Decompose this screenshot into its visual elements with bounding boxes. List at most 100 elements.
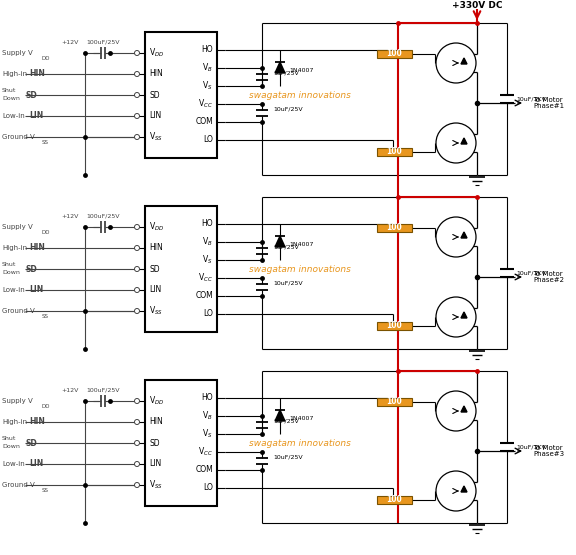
Text: LIN: LIN [149, 285, 161, 295]
Text: 10uF/25V: 10uF/25V [273, 455, 302, 460]
Text: Supply V: Supply V [2, 50, 33, 56]
Circle shape [436, 217, 476, 257]
Polygon shape [461, 58, 467, 64]
Text: 100: 100 [386, 397, 403, 406]
Polygon shape [461, 312, 467, 318]
Text: V$_{SS}$: V$_{SS}$ [149, 131, 163, 143]
Text: HO: HO [202, 393, 213, 402]
Circle shape [135, 398, 139, 403]
Text: DD: DD [41, 230, 50, 235]
Text: V$_{DD}$: V$_{DD}$ [149, 395, 164, 407]
Bar [377, 224, 412, 232]
Text: To Motor
Phase#1: To Motor Phase#1 [533, 97, 564, 109]
Text: HIN: HIN [149, 69, 163, 78]
Text: Supply V: Supply V [2, 398, 33, 404]
Text: swagatam innovations: swagatam innovations [249, 265, 351, 275]
Text: V$_{SS}$: V$_{SS}$ [149, 479, 163, 491]
Text: 100uF/25V: 100uF/25V [86, 387, 120, 392]
Bar [377, 148, 412, 156]
Text: Shut: Shut [2, 88, 16, 93]
Circle shape [436, 297, 476, 337]
Text: V$_B$: V$_B$ [202, 236, 213, 248]
Bar [145, 32, 217, 158]
Circle shape [436, 471, 476, 511]
Text: LIN: LIN [149, 460, 161, 468]
Text: Down: Down [2, 445, 20, 450]
Text: +12V: +12V [62, 41, 79, 46]
Text: V$_S$: V$_S$ [202, 254, 213, 266]
Circle shape [135, 93, 139, 98]
Polygon shape [275, 410, 285, 421]
Circle shape [135, 114, 139, 119]
Text: SS: SS [42, 139, 49, 144]
Text: 1N4007: 1N4007 [289, 241, 313, 246]
Circle shape [135, 51, 139, 56]
Text: V$_{CC}$: V$_{CC}$ [198, 98, 213, 110]
Text: SS: SS [42, 487, 49, 492]
Polygon shape [275, 62, 285, 73]
Text: 1N4007: 1N4007 [289, 416, 313, 421]
Text: +12V: +12V [62, 214, 79, 219]
Text: V$_{DD}$: V$_{DD}$ [149, 47, 164, 59]
Polygon shape [461, 138, 467, 144]
Text: 100: 100 [386, 321, 403, 330]
Polygon shape [461, 486, 467, 492]
Text: 10uF/1KV: 10uF/1KV [516, 445, 545, 450]
Text: swagatam innovations: swagatam innovations [249, 92, 351, 100]
Text: HIN: HIN [29, 69, 45, 78]
Text: LO: LO [203, 310, 213, 319]
Text: HO: HO [202, 219, 213, 229]
Text: +330V DC: +330V DC [452, 1, 502, 9]
Circle shape [135, 245, 139, 250]
Text: Low-in: Low-in [2, 287, 25, 293]
Text: Ground V: Ground V [2, 134, 35, 140]
Text: LIN: LIN [29, 460, 43, 468]
Text: To Motor
Phase#3: To Motor Phase#3 [533, 445, 564, 457]
Text: 1uF/25V: 1uF/25V [273, 418, 299, 423]
Text: 100uF/25V: 100uF/25V [86, 214, 120, 219]
Circle shape [436, 391, 476, 431]
Text: Down: Down [2, 270, 20, 275]
Text: SD: SD [25, 90, 37, 99]
Text: 1uF/25V: 1uF/25V [273, 70, 299, 75]
Text: Low-in: Low-in [2, 113, 25, 119]
Text: SS: SS [42, 314, 49, 319]
Text: 1N4007: 1N4007 [289, 68, 313, 73]
Text: HIN: HIN [149, 417, 163, 426]
Text: High-in: High-in [2, 71, 27, 77]
Circle shape [135, 482, 139, 487]
Text: DD: DD [41, 56, 50, 60]
Text: swagatam innovations: swagatam innovations [249, 440, 351, 448]
Text: 10uF/1KV: 10uF/1KV [516, 97, 545, 102]
Text: Down: Down [2, 97, 20, 102]
Text: 10uF/25V: 10uF/25V [273, 107, 302, 112]
Text: V$_{SS}$: V$_{SS}$ [149, 305, 163, 317]
Text: 100uF/25V: 100uF/25V [86, 39, 120, 44]
Text: 100: 100 [386, 49, 403, 58]
Text: V$_B$: V$_B$ [202, 62, 213, 74]
Text: LIN: LIN [29, 112, 43, 120]
Circle shape [135, 420, 139, 425]
Text: V$_S$: V$_S$ [202, 80, 213, 92]
Text: LO: LO [203, 135, 213, 144]
Text: SD: SD [149, 265, 160, 274]
Text: 100: 100 [386, 496, 403, 504]
Circle shape [436, 43, 476, 83]
Bar [377, 50, 412, 58]
Text: Ground V: Ground V [2, 482, 35, 488]
Text: V$_{CC}$: V$_{CC}$ [198, 446, 213, 458]
Text: 100: 100 [386, 224, 403, 233]
Text: LO: LO [203, 483, 213, 492]
Text: HIN: HIN [29, 244, 45, 253]
Bar [377, 322, 412, 330]
Text: HO: HO [202, 46, 213, 54]
Circle shape [135, 134, 139, 139]
Text: HIN: HIN [29, 417, 45, 426]
Text: COM: COM [195, 466, 213, 475]
Text: V$_{DD}$: V$_{DD}$ [149, 221, 164, 233]
Bar [377, 398, 412, 406]
Bar [145, 206, 217, 332]
Circle shape [135, 462, 139, 467]
Text: SD: SD [25, 438, 37, 447]
Text: Shut: Shut [2, 436, 16, 441]
